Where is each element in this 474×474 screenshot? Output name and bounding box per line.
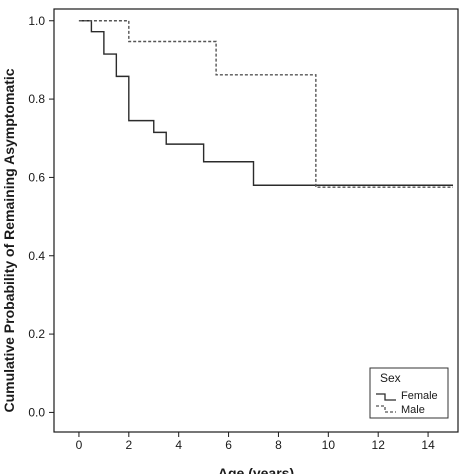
x-tick-label: 4 bbox=[175, 438, 182, 452]
plot-frame bbox=[53, 8, 459, 433]
series-layer bbox=[78, 20, 454, 188]
x-tick-label: 0 bbox=[76, 438, 83, 452]
x-axis-title: Age (years) bbox=[218, 465, 294, 474]
x-tick-label: 14 bbox=[421, 438, 435, 452]
y-tick-label: 0.2 bbox=[28, 327, 45, 341]
legend-title: Sex bbox=[380, 371, 401, 385]
legend: Sex Female Male bbox=[369, 367, 449, 419]
y-axis-title: Cumulative Probability of Remaining Asym… bbox=[1, 68, 17, 412]
legend-box bbox=[369, 367, 449, 419]
legend-swatch-male bbox=[376, 405, 396, 413]
y-tick-label: 1.0 bbox=[28, 14, 45, 28]
legend-label-female: Female bbox=[401, 390, 438, 402]
y-tick-label: 0.0 bbox=[28, 405, 45, 419]
x-tick-label: 10 bbox=[322, 438, 336, 452]
y-tick-label: 0.4 bbox=[28, 249, 45, 263]
x-tick-label: 2 bbox=[125, 438, 132, 452]
y-tick-label: 0.6 bbox=[28, 170, 45, 184]
series-line-female bbox=[78, 20, 454, 186]
axes: 0 2 4 6 8 10 12 14 0.0 0.2 0.4 0.6 0.8 1.0 bbox=[28, 8, 459, 452]
y-tick-label: 0.8 bbox=[28, 92, 45, 106]
x-tick-label: 8 bbox=[275, 438, 282, 452]
series-line-male bbox=[78, 20, 454, 188]
legend-label-male: Male bbox=[401, 404, 425, 416]
legend-swatch-female bbox=[376, 393, 396, 401]
x-tick-label: 12 bbox=[372, 438, 386, 452]
x-tick-label: 6 bbox=[225, 438, 232, 452]
